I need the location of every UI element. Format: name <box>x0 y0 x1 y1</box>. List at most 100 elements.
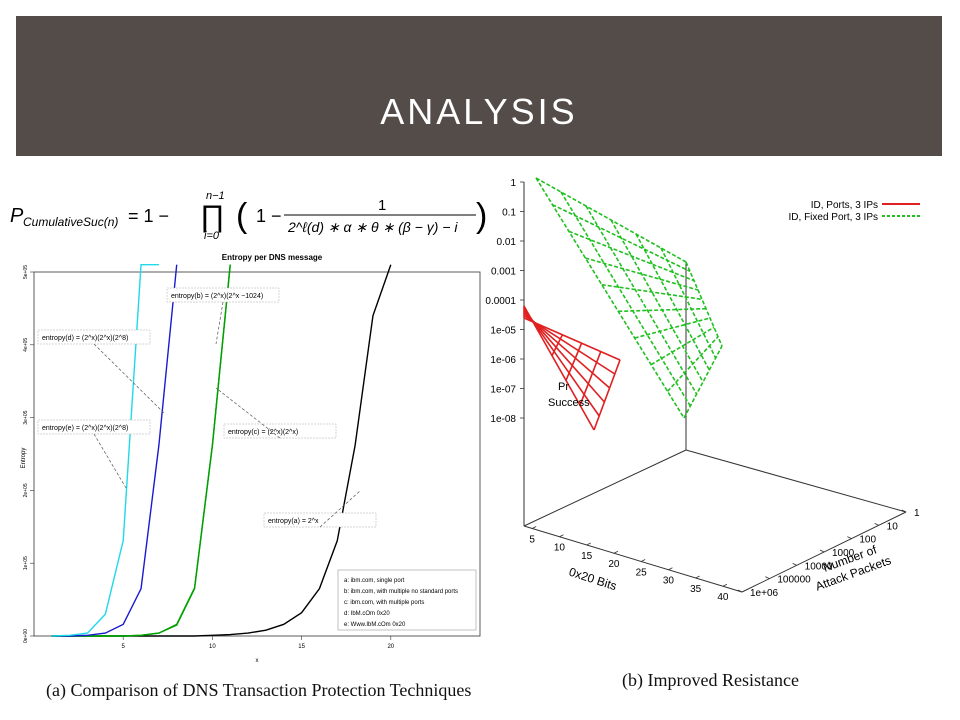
floor-back-right <box>685 449 907 513</box>
surface-line <box>660 247 717 359</box>
slide-title: ANALYSIS <box>380 91 578 132</box>
x-tick <box>586 542 591 546</box>
x-tick-label: 5 <box>122 644 126 650</box>
x-tick-label: 10 <box>554 543 566 554</box>
chart-legend: a: ibm.com, single port b: ibm.com, with… <box>337 569 477 631</box>
surface-legend: ID, Ports, 3 IPs ID, Fixed Port, 3 IPs <box>789 200 920 223</box>
annotation-label: entropy(a) = 2^x <box>268 518 319 525</box>
surface-line <box>585 205 698 395</box>
probability-formula: P CumulativeSuc(n) = 1 − n−1 ∏ i=0 ( 1 −… <box>10 190 487 240</box>
annotation-e: entropy(e) = (2^x)(2^x)(2^8) <box>37 419 151 489</box>
series-line-entropyc <box>51 264 231 637</box>
surface-line <box>683 345 723 419</box>
legend-box <box>337 569 477 631</box>
series-line-entropyd <box>51 264 178 637</box>
formula-prod-symbol: ∏ <box>200 200 225 233</box>
surface-line <box>634 317 711 339</box>
z-tick-label: 0.0001 <box>485 296 516 307</box>
y-tick-label: 1 <box>914 508 920 519</box>
x-tick <box>722 583 728 587</box>
series-line-entropye <box>51 264 159 637</box>
y-tick-label: 10 <box>887 521 899 532</box>
z-tick-label: 1e-05 <box>490 326 516 337</box>
surface-line <box>585 257 699 291</box>
x-tick-label: 20 <box>387 644 394 650</box>
legend-item: a: ibm.com, single port <box>344 578 405 584</box>
y-tick-label: 3e+05 <box>23 410 29 424</box>
x-tick-label: 40 <box>717 592 729 603</box>
formula-lhs: P <box>10 205 24 227</box>
legend-item: b: ibm.com, with multiple no standard po… <box>344 589 458 595</box>
annotation-arrow <box>215 387 281 439</box>
surface-green <box>535 177 723 419</box>
y-tick-label: 2e+05 <box>23 483 29 497</box>
z-axis-label-2: Success <box>548 397 590 409</box>
x-tick <box>695 575 700 579</box>
y-tick-label: 100 <box>859 535 876 546</box>
annotation-a: entropy(a) = 2^x <box>263 490 377 528</box>
x-tick-label: 15 <box>298 644 305 650</box>
x-tick <box>531 526 537 529</box>
x-tick-label: 30 <box>663 576 675 587</box>
z-tick-label: 1e-07 <box>490 385 516 396</box>
x-axis-label: x <box>256 658 259 664</box>
legend-item: c: ibm.com, with multiple ports <box>344 600 424 606</box>
z-tick-label: 1e-08 <box>490 414 516 425</box>
annotation-arrow <box>319 490 361 528</box>
resistance-surface-chart: 1 0.1 0.01 0.001 0.0001 1e-05 1e-06 1e-07 1e-08 5… <box>485 177 920 603</box>
y-tick <box>765 576 770 580</box>
surface-line <box>568 230 695 282</box>
z-axis-label: Pr <box>558 381 569 393</box>
annotation-d: entropy(d) = (2^x)(2^x)(2^8) <box>37 329 165 414</box>
floor-back-left <box>523 449 687 527</box>
x-tick <box>640 559 646 562</box>
z-tick-label: 0.001 <box>491 267 516 278</box>
annotation-label: entropy(b) = (2^x)(2^x −1024) <box>171 293 263 300</box>
entropy-line-chart: Entropy per DNS message Entropy x 5 10 15 2… <box>21 253 481 664</box>
formula-prod-upper: n−1 <box>206 190 225 202</box>
annotation-arrow <box>93 343 165 414</box>
y-tick <box>874 522 879 526</box>
annotation-b: entropy(b) = (2^x)(2^x −1024) <box>166 287 280 345</box>
x-tick <box>668 567 673 571</box>
y-tick <box>792 562 797 566</box>
formula-open-paren: ( <box>236 197 248 235</box>
y-tick <box>847 536 852 540</box>
surface-line <box>635 233 711 371</box>
annotation-arrow <box>93 433 127 489</box>
y-tick-label: 1000 <box>832 548 855 559</box>
annotation-arrow <box>215 301 224 345</box>
formula-denominator: 2^ℓ(d) ∗ α ∗ θ ∗ (β − γ) − i <box>287 219 458 235</box>
x-tick-label: 15 <box>581 551 593 562</box>
caption-a: (a) Comparison of DNS Transaction Protec… <box>46 680 472 700</box>
surface-line <box>593 359 621 431</box>
formula-numerator: 1 <box>378 197 386 214</box>
series-line-entropyb <box>51 264 231 637</box>
chart-title: Entropy per DNS message <box>222 253 323 262</box>
surface-line <box>523 317 621 361</box>
annotation-c: entropy(c) = (2^x)(2^x) <box>215 387 337 439</box>
y-tick-label: 1e+06 <box>750 588 779 599</box>
y-tick-label: 4e+05 <box>23 338 29 352</box>
x-tick-label: 5 <box>529 534 535 545</box>
formula-one: 1 − <box>256 206 282 226</box>
x-tick-label: 10 <box>209 644 216 650</box>
title-banner: ANALYSIS <box>16 16 942 156</box>
legend-item-red: ID, Ports, 3 IPs <box>811 200 878 211</box>
plot-frame <box>33 271 481 637</box>
y-tick <box>901 509 907 513</box>
surface-line <box>523 310 606 403</box>
legend-item-green: ID, Fixed Port, 3 IPs <box>789 212 878 223</box>
y-tick-label: 0e+00 <box>23 629 29 643</box>
caption-b: (b) Improved Resistance <box>622 670 799 690</box>
surface-red <box>523 305 621 431</box>
legend-item: e: Www.IbM.cOm 0x20 <box>344 622 406 628</box>
z-tick-label: 1 <box>510 178 516 189</box>
surface-line <box>523 307 600 417</box>
x-tick-label: 25 <box>636 567 648 578</box>
x-tick-label: 20 <box>608 559 620 570</box>
y-axis-label: Entropy <box>21 448 27 469</box>
y-tick-label: 1e+05 <box>23 556 29 570</box>
z-tick-label: 1e-06 <box>490 355 516 366</box>
y-tick <box>737 589 743 593</box>
